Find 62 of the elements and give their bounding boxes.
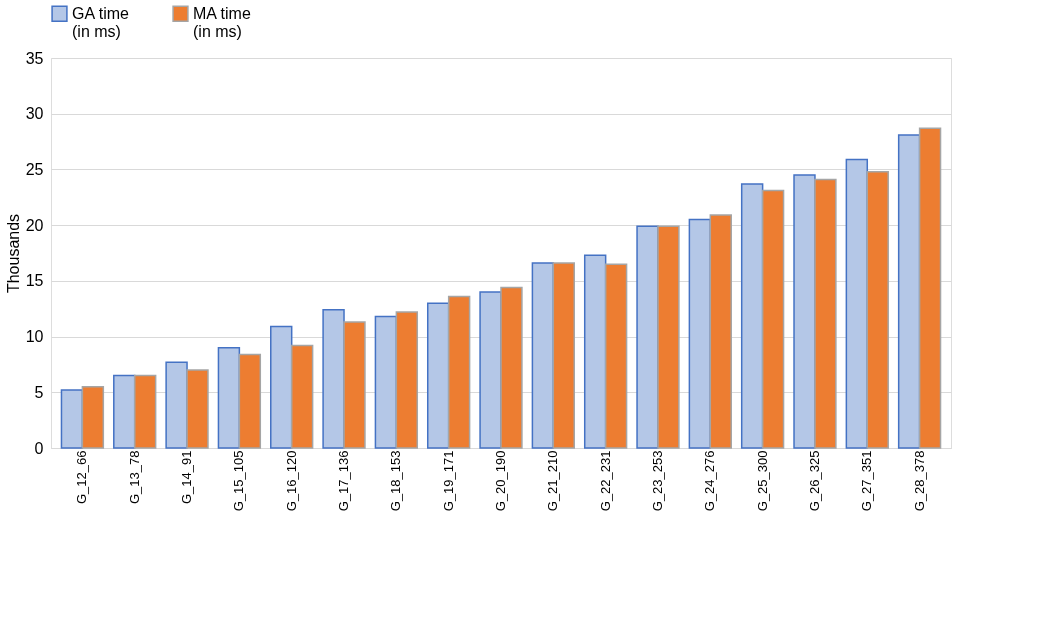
y-axis-title: Thousands <box>4 213 22 294</box>
bar <box>186 369 209 449</box>
x-tick-label: G_20_190 <box>493 450 508 512</box>
bar <box>814 178 837 449</box>
bar <box>531 262 555 449</box>
x-tick-label: G_19_171 <box>440 450 456 512</box>
y-tick-label: 35 <box>25 49 44 67</box>
bar <box>479 291 502 449</box>
bar <box>238 353 262 449</box>
x-tick-label: G_25_300 <box>754 450 770 512</box>
x-tick-label: G_26_325 <box>806 450 822 512</box>
x-tick-label: G_16_120 <box>283 450 299 512</box>
x-tick-label: G_12_66 <box>74 450 90 504</box>
bar <box>322 309 345 449</box>
bar <box>688 218 712 449</box>
bar <box>845 158 869 449</box>
bar <box>657 225 680 449</box>
y-tick-label: 10 <box>25 328 44 346</box>
x-tick-label: G_23_253 <box>649 450 665 512</box>
bar <box>709 214 732 449</box>
bar <box>113 374 136 449</box>
bar <box>133 374 157 449</box>
legend-label: GA time (in ms) <box>72 4 130 40</box>
y-tick-label: 0 <box>34 439 44 457</box>
bar <box>270 325 293 449</box>
x-tick-label: G_17_136 <box>336 450 352 512</box>
x-tick-label: G_24_276 <box>702 450 718 512</box>
bar <box>217 346 241 449</box>
bar <box>426 302 450 449</box>
bar <box>740 183 764 449</box>
bar <box>374 315 398 449</box>
x-tick-label: G_18_153 <box>388 450 404 512</box>
bar <box>918 127 942 449</box>
bar <box>395 311 419 449</box>
bar <box>81 385 105 449</box>
y-tick-label: 5 <box>34 383 44 401</box>
bar <box>60 389 84 449</box>
bar <box>290 344 314 449</box>
bar <box>636 225 659 449</box>
y-tick-label: 30 <box>25 105 44 123</box>
bar <box>447 295 471 449</box>
bar <box>165 361 188 449</box>
x-tick-label: G_28_378 <box>911 450 927 512</box>
x-tick-label: G_14_91 <box>179 450 195 504</box>
bar <box>552 262 576 449</box>
x-tick-label: G_21_210 <box>545 450 561 512</box>
bar <box>343 321 366 449</box>
x-tick-label: G_27_351 <box>859 450 875 512</box>
bar <box>897 134 921 449</box>
y-tick-label: 25 <box>25 160 44 178</box>
x-tick-label: G_13_78 <box>126 450 142 504</box>
bar <box>500 286 523 449</box>
bar <box>583 254 607 449</box>
legend-label: MA time (in ms) <box>193 4 251 40</box>
bar <box>866 170 889 449</box>
y-tick-label: 15 <box>25 272 44 290</box>
y-tick-label: 20 <box>25 216 44 234</box>
bar <box>604 263 628 449</box>
x-tick-label: G_15_105 <box>231 450 247 512</box>
x-tick-label: G_22_231 <box>597 450 613 512</box>
bar <box>761 189 785 449</box>
bar <box>793 174 816 449</box>
